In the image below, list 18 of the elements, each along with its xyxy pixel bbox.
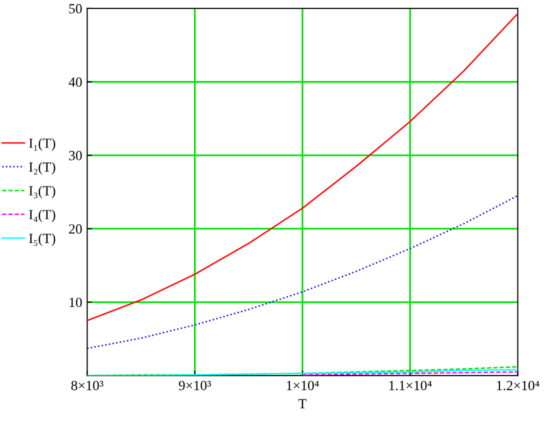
x-tick-label: 1×10⁴ (286, 380, 319, 390)
legend-label: I₄(T) (29, 210, 56, 222)
x-tick-label: 1.1×10⁴ (389, 380, 432, 390)
x-tick-label: 1.2×10⁴ (497, 380, 540, 390)
x-tick-label: 9×10³ (178, 380, 211, 390)
legend-label: I₃(T) (29, 186, 56, 198)
y-tick-label: 40 (68, 77, 82, 87)
line-series (87, 194, 518, 350)
y-tick-label: 10 (70, 298, 82, 308)
legend-label: I₅(T) (29, 233, 56, 246)
line-series (87, 12, 518, 322)
y-tick-label: 30 (69, 150, 82, 160)
legend-label: I₁(T) (29, 138, 56, 151)
y-tick-label: 50 (69, 4, 82, 14)
x-tick-label: 8×10³ (71, 380, 104, 390)
y-tick-label: 20 (69, 224, 82, 234)
x-axis-title: T (298, 399, 306, 408)
legend-label: I₂(T) (29, 162, 56, 175)
